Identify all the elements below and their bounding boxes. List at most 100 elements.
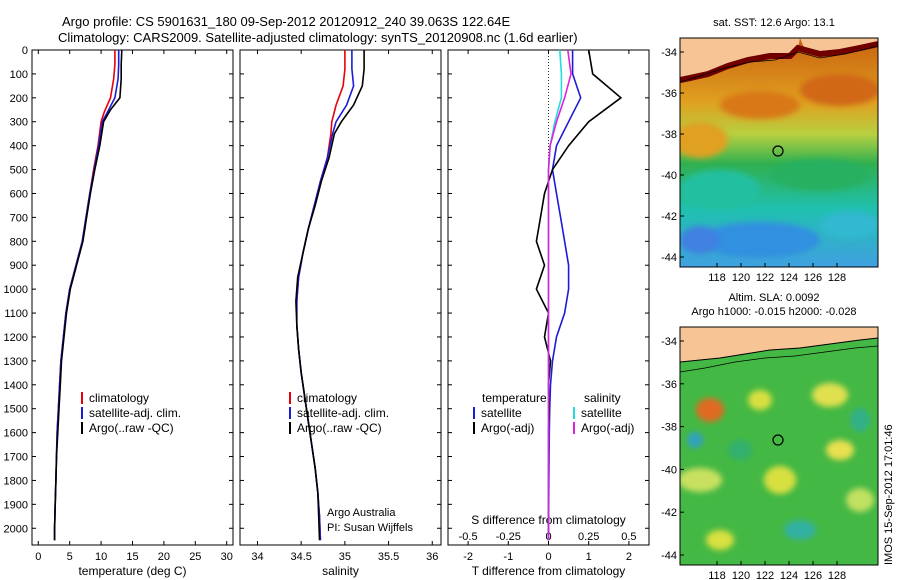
difference-xtick-label: 0	[545, 551, 551, 563]
temperature-panel: 0 5 10 15 20 25 30 temperature (deg C) 0 100 200 30…	[4, 45, 234, 578]
depth-tick-label: 0	[22, 45, 28, 57]
sla_map-xtick-label: 122	[756, 570, 774, 580]
sla_map-ytick-label: -38	[661, 422, 677, 434]
salinity-xtick-label: 34	[251, 551, 263, 563]
depth-tick-label: 1500	[4, 404, 28, 416]
temperature-legend-label: satellite-adj. clim.	[89, 406, 181, 420]
s-diff-tick-label: 0.5	[621, 531, 636, 543]
sla_map-ytick-label: -44	[661, 550, 677, 562]
depth-tick-label: 1900	[4, 499, 28, 511]
sst_map-xtick-label: 126	[804, 272, 822, 284]
sst_map-xtick-label: 122	[756, 272, 774, 284]
sst_map-ytick-label: -40	[661, 170, 677, 182]
difference-xtick-label: 1	[586, 551, 592, 563]
depth-tick-label: 900	[10, 260, 28, 272]
temperature-legend-label: climatology	[89, 391, 149, 405]
diff-series-0	[547, 50, 582, 541]
sla-map-title2: Argo h1000: -0.015 h2000: -0.028	[691, 306, 856, 318]
sla_map-xtick-label: 128	[828, 570, 846, 580]
temperature-xtick-label: 0	[35, 551, 41, 563]
sla_map-xtick-label: 120	[732, 570, 750, 580]
salinity-xlabel: salinity	[322, 564, 359, 578]
sst_map-ytick-label: -42	[661, 211, 677, 223]
depth-tick-label: 200	[10, 93, 28, 105]
sla-argo-marker	[772, 434, 784, 446]
sla_map-ytick-label: -40	[661, 464, 677, 476]
salinity-series-1	[295, 50, 355, 541]
legend-temperature-title: temperature	[482, 391, 547, 405]
sla_map-ytick-label: -42	[661, 507, 677, 519]
temperature-xtick-label: 20	[158, 551, 170, 563]
diff-legend-label: satellite	[581, 406, 622, 420]
salinity-xtick-label: 35.5	[378, 551, 399, 563]
sla-map-title1: Altim. SLA: 0.0092	[728, 292, 819, 304]
depth-tick-label: 500	[10, 165, 28, 177]
depth-tick-label: 2000	[4, 523, 28, 535]
salinity-series-2	[295, 50, 365, 541]
sla_map-ytick-label: -36	[661, 379, 677, 391]
difference-xtick-label: -2	[463, 551, 473, 563]
salinity-legend-label: Argo(..raw -QC)	[297, 421, 382, 435]
depth-tick-label: 300	[10, 117, 28, 129]
s-diff-tick-label: 0.25	[578, 531, 599, 543]
diff-legend-label: satellite	[481, 406, 522, 420]
temperature-series-1	[53, 50, 120, 541]
salinity-frame	[239, 49, 442, 546]
sst_map-xtick-label: 128	[828, 272, 846, 284]
temperature-xtick-label: 25	[189, 551, 201, 563]
depth-tick-label: 800	[10, 236, 28, 248]
depth-tick-label: 1200	[4, 332, 28, 344]
salinity-xtick-label: 35	[339, 551, 351, 563]
difference-xtick-label: -1	[503, 551, 513, 563]
depth-tick-label: 1800	[4, 475, 28, 487]
salinity-panel: 34 34.5 35 35.5 36 salinity climatologysatelli…	[239, 49, 442, 578]
sst-map-title: sat. SST: 12.6 Argo: 13.1	[713, 17, 835, 29]
sst_map-ytick-label: -34	[661, 47, 677, 59]
sst_map-ytick-label: -36	[661, 88, 677, 100]
temperature-xtick-label: 15	[126, 551, 138, 563]
argo-australia-label: Argo Australia	[327, 507, 396, 519]
diff-series-2	[547, 49, 563, 541]
sst_map-ytick-label: -44	[661, 252, 677, 264]
salinity-legend-label: satellite-adj. clim.	[297, 406, 389, 420]
depth-tick-label: 600	[10, 188, 28, 200]
temperature-xlabel: temperature (deg C)	[78, 564, 186, 578]
sst-argo-marker	[772, 145, 784, 157]
sst_map-xtick-label: 118	[708, 272, 726, 284]
sla_map-xtick-label: 124	[780, 570, 798, 580]
sla_map-xtick-label: 126	[804, 570, 822, 580]
figure-title-line1: Argo profile: CS 5901631_180 09-Sep-2012…	[62, 14, 511, 29]
figure-title-line2: Climatology: CARS2009. Satellite-adjuste…	[58, 30, 578, 45]
temperature-xtick-label: 10	[95, 551, 107, 563]
sst_map-xtick-label: 120	[732, 272, 750, 284]
temperature-legend-label: Argo(..raw -QC)	[89, 421, 174, 435]
salinity-xtick-label: 36	[426, 551, 438, 563]
salinity-legend-label: climatology	[297, 391, 357, 405]
temperature-series-0	[53, 50, 116, 541]
pi-label: PI: Susan Wijffels	[327, 522, 413, 534]
sst-map: sat. SST: 12.6 Argo: 13.1 118 120 122 124 12…	[661, 17, 879, 284]
sst_map-xtick-label: 124	[780, 272, 798, 284]
depth-tick-label: 1700	[4, 452, 28, 464]
depth-tick-label: 400	[10, 141, 28, 153]
depth-tick-label: 1100	[4, 308, 28, 320]
temperature-xtick-label: 5	[67, 551, 73, 563]
depth-tick-label: 1000	[4, 284, 28, 296]
diff-legend-label: Argo(-adj)	[481, 421, 534, 435]
legend-salinity-title: salinity	[584, 391, 621, 405]
sla_map-xtick-label: 118	[708, 570, 726, 580]
sst_map-ytick-label: -38	[661, 129, 677, 141]
depth-tick-label: 1400	[4, 380, 28, 392]
sla_map-ytick-label: -34	[661, 336, 677, 348]
depth-tick-label: 1600	[4, 428, 28, 440]
temperature-frame	[31, 49, 234, 546]
depth-tick-label: 700	[10, 212, 28, 224]
imos-timestamp: IMOS 15-Sep-2012 17:01:46	[883, 424, 895, 565]
difference-panel: -2 -1 0 1 2T difference from climatology -0.5…	[447, 49, 650, 578]
difference-xlabel: T difference from climatology	[472, 564, 626, 578]
diff-legend-label: Argo(-adj)	[581, 421, 634, 435]
s-diff-tick-label: -0.25	[496, 531, 521, 543]
depth-tick-label: 1300	[4, 356, 28, 368]
salinity-series-0	[295, 50, 346, 541]
